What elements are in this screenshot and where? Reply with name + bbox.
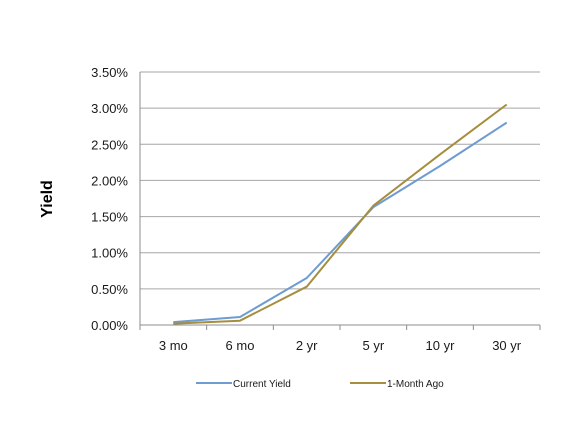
y-tick-label: 2.50% xyxy=(91,137,128,152)
series-line-current-yield xyxy=(173,121,508,324)
legend: Current Yield 1-Month Ago xyxy=(196,379,444,390)
y-tick-label: 2.00% xyxy=(91,173,128,188)
x-tick-label: 3 mo xyxy=(159,338,188,353)
x-tick-label: 5 yr xyxy=(362,338,384,353)
y-tick-label: 0.00% xyxy=(91,318,128,333)
legend-label: Current Yield xyxy=(233,379,291,390)
y-tick-label: 3.00% xyxy=(91,101,128,116)
y-tick-label: 3.50% xyxy=(91,65,128,80)
x-tick-label: 6 mo xyxy=(226,338,255,353)
y-tick-label: 1.00% xyxy=(91,246,128,261)
series-line-1-month-ago xyxy=(173,103,508,325)
y-axis-label: Yield xyxy=(39,180,56,218)
x-tick-label: 30 yr xyxy=(492,338,522,353)
series-lines xyxy=(173,103,508,325)
y-tick-label: 1.50% xyxy=(91,210,128,225)
x-tick-label: 10 yr xyxy=(426,338,456,353)
gridlines xyxy=(140,71,540,290)
x-tick-label: 2 yr xyxy=(296,338,318,353)
axes: 0.00% 0.50% 1.00% 1.50% 2.00% 2.50% 3.00% 3.50%… xyxy=(91,65,541,353)
y-tick-label: 0.50% xyxy=(91,282,128,297)
legend-label: 1-Month Ago xyxy=(387,379,444,390)
